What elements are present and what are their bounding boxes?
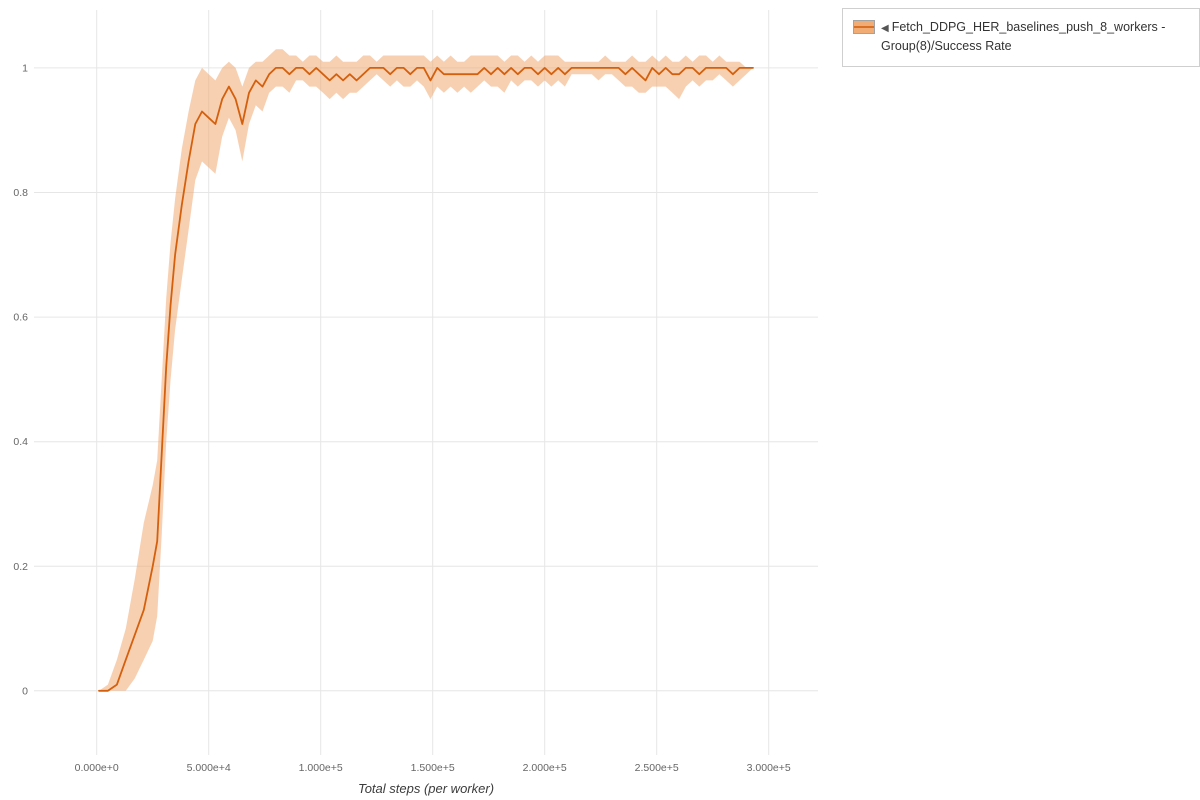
x-tick-label: 3.000e+5 <box>747 762 791 774</box>
y-tick-label: 0.6 <box>13 312 28 324</box>
y-tick-label: 0.4 <box>13 436 28 448</box>
legend-entry-label: Fetch_DDPG_HER_baselines_push_8_workers … <box>881 20 1166 54</box>
x-tick-label: 5.000e+4 <box>187 762 231 774</box>
y-tick-label: 1 <box>22 62 28 74</box>
legend-swatch-line <box>854 26 874 28</box>
x-tick-label: 1.500e+5 <box>411 762 455 774</box>
x-tick-label: 0.000e+0 <box>75 762 119 774</box>
x-tick-label: 2.500e+5 <box>635 762 679 774</box>
x-tick-label: 2.000e+5 <box>523 762 567 774</box>
legend-entry[interactable]: ◀ Fetch_DDPG_HER_baselines_push_8_workers… <box>881 18 1189 57</box>
series-line <box>98 67 754 692</box>
legend-collapse-icon[interactable]: ◀ <box>881 23 889 34</box>
y-tick-label: 0.2 <box>13 561 28 573</box>
legend: ◀ Fetch_DDPG_HER_baselines_push_8_workers… <box>842 8 1200 67</box>
legend-swatch-icon <box>853 20 875 34</box>
x-tick-label: 1.000e+5 <box>299 762 343 774</box>
y-tick-label: 0.8 <box>13 187 28 199</box>
confidence-band <box>99 49 753 691</box>
x-axis-title: Total steps (per worker) <box>357 781 495 796</box>
y-tick-label: 0 <box>22 685 28 697</box>
